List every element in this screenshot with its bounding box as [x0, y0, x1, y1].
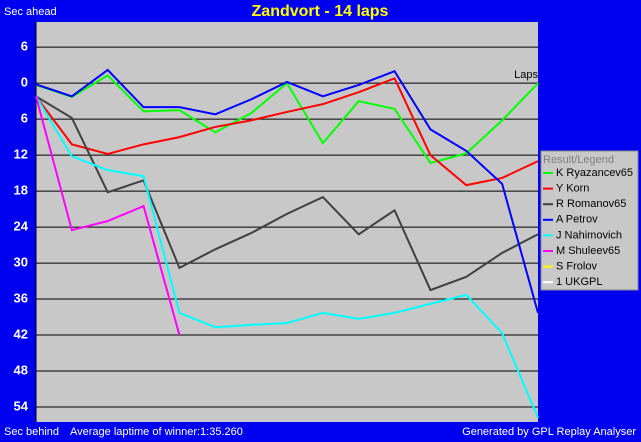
legend-label: J Nahimovich [556, 229, 622, 241]
y-tick-label: 12 [14, 147, 28, 162]
y-label-bottom: Sec behind [4, 426, 59, 438]
series-line [35, 95, 539, 419]
legend-label: A Petrov [556, 214, 598, 226]
y-tick-label: 18 [14, 183, 28, 198]
footer-left: Average laptime of winner:1:35.260 [70, 426, 243, 438]
legend-label: Y Korn [556, 183, 589, 195]
series-line [35, 96, 181, 336]
legend-title: Result/Legend [543, 154, 614, 166]
legend-label: 1 UKGPL [556, 276, 602, 288]
legend-label: R Romanov65 [556, 198, 626, 210]
y-tick-label: 42 [14, 326, 28, 341]
legend-label: K Ryazancev65 [556, 167, 633, 179]
legend-box [540, 150, 639, 291]
y-tick-label: 24 [14, 219, 29, 234]
y-tick-label: 48 [14, 362, 28, 377]
y-tick-label: 6 [21, 39, 28, 54]
y-tick-label: 6 [21, 111, 28, 126]
series-line [35, 74, 539, 165]
y-label-top: Sec ahead [4, 6, 57, 18]
y-tick-label: 30 [14, 255, 28, 270]
series-line [35, 77, 539, 187]
x-axis-label: Laps [514, 69, 538, 81]
series-line [35, 95, 539, 292]
legend-label: S Frolov [556, 261, 597, 273]
footer-right: Generated by GPL Replay Analyser [462, 426, 636, 438]
chart-title: Zandvort - 14 laps [252, 3, 389, 20]
y-tick-label: 36 [14, 290, 28, 305]
y-tick-label: 0 [21, 75, 28, 90]
legend-label: M Shuleev65 [556, 245, 620, 257]
y-tick-label: 54 [14, 398, 29, 413]
series-line [35, 68, 539, 314]
